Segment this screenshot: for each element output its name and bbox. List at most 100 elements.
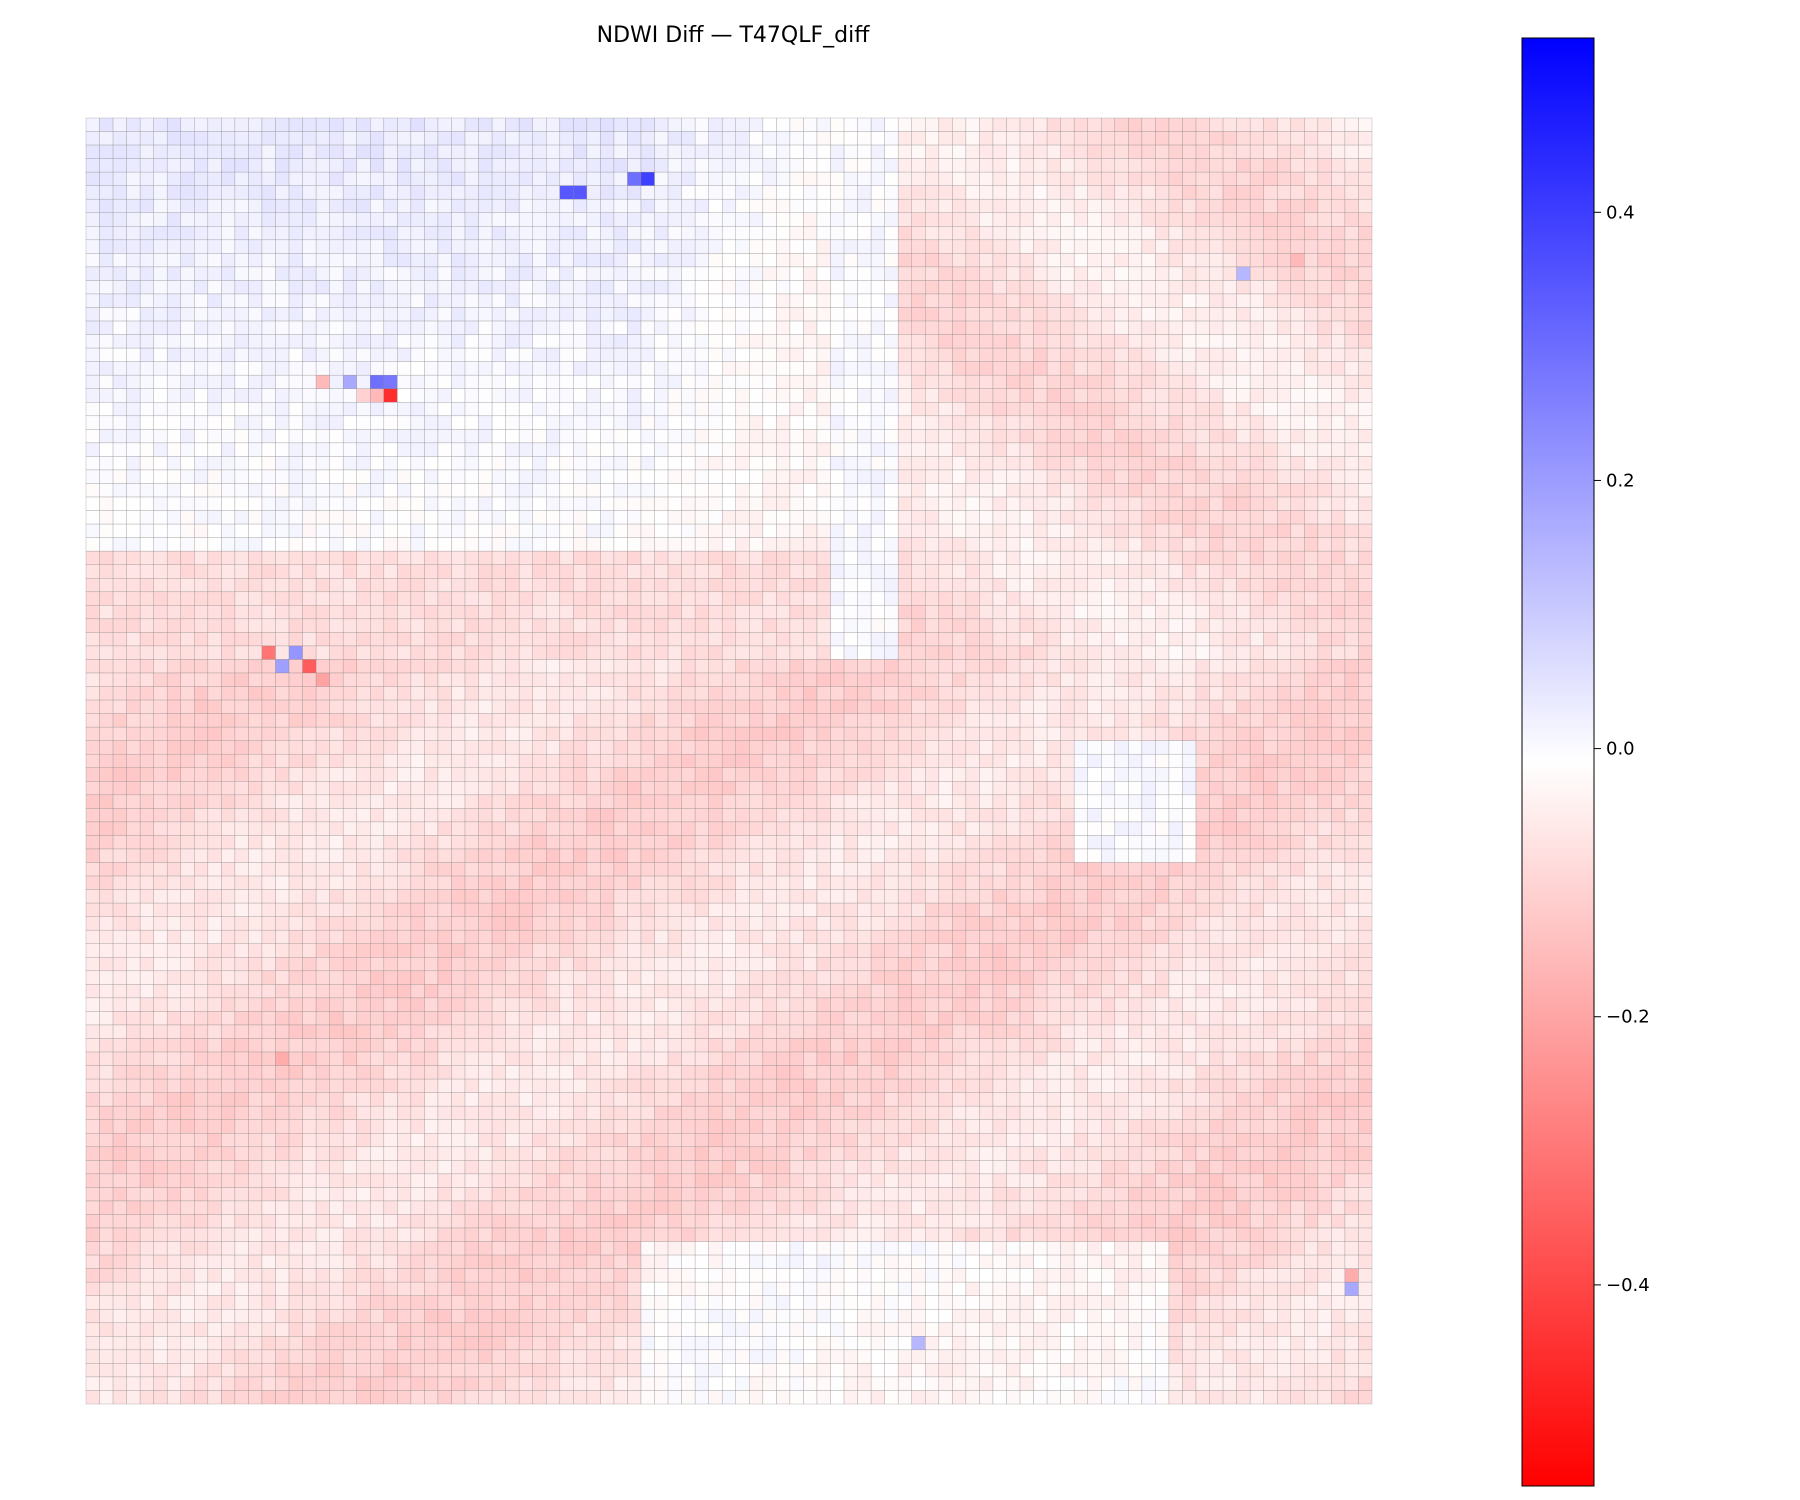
- heatmap-cell: [911, 632, 926, 647]
- heatmap-cell: [1249, 550, 1264, 565]
- heatmap-cell: [329, 523, 344, 538]
- heatmap-cell: [370, 753, 385, 769]
- heatmap-cell: [1249, 808, 1264, 823]
- heatmap-cell: [1263, 374, 1278, 389]
- heatmap-cell: [275, 280, 290, 295]
- heatmap-cell: [342, 212, 357, 227]
- heatmap-cell: [112, 537, 127, 552]
- heatmap-cell: [613, 266, 628, 281]
- heatmap-cell: [1155, 510, 1170, 525]
- heatmap-cell: [275, 442, 290, 457]
- heatmap-cell: [1290, 158, 1305, 173]
- heatmap-cell: [830, 753, 845, 769]
- heatmap-cell: [85, 280, 100, 295]
- heatmap-cell: [1317, 632, 1332, 647]
- heatmap-cell: [708, 361, 723, 376]
- heatmap-cell: [1358, 415, 1373, 430]
- heatmap-cell: [194, 361, 209, 376]
- heatmap-cell: [600, 645, 615, 660]
- heatmap-cell: [329, 347, 344, 362]
- heatmap-cell: [573, 307, 588, 322]
- heatmap-cell: [315, 185, 330, 200]
- heatmap-cell: [911, 713, 926, 728]
- heatmap-cell: [965, 212, 980, 227]
- heatmap-cell: [735, 605, 750, 620]
- heatmap-cell: [505, 686, 520, 701]
- heatmap-cell: [180, 740, 195, 755]
- heatmap-cell: [1249, 686, 1264, 701]
- heatmap-cell: [356, 496, 371, 511]
- heatmap-cell: [1331, 456, 1346, 471]
- heatmap-cell: [735, 523, 750, 538]
- heatmap-cell: [1087, 537, 1102, 552]
- heatmap-cell: [1236, 347, 1251, 362]
- heatmap-cell: [735, 402, 750, 417]
- heatmap-cell: [654, 591, 669, 606]
- heatmap-cell: [1155, 131, 1170, 146]
- heatmap-cell: [342, 523, 357, 538]
- heatmap-cell: [776, 821, 791, 836]
- heatmap-cell: [410, 794, 425, 809]
- heatmap-cell: [1046, 320, 1061, 335]
- heatmap-cell: [99, 821, 114, 836]
- heatmap-cell: [1249, 591, 1264, 606]
- heatmap-cell: [112, 686, 127, 701]
- heatmap-cell: [640, 537, 655, 552]
- heatmap-cell: [437, 293, 452, 308]
- heatmap-cell: [816, 808, 831, 823]
- heatmap-cell: [1128, 185, 1143, 200]
- heatmap-cell: [478, 699, 493, 714]
- heatmap-cell: [139, 171, 154, 186]
- heatmap-cell: [1317, 591, 1332, 606]
- heatmap-cell: [546, 117, 561, 132]
- heatmap-cell: [1155, 266, 1170, 281]
- heatmap-cell: [329, 185, 344, 200]
- heatmap-cell: [153, 767, 168, 782]
- heatmap-cell: [207, 402, 222, 417]
- heatmap-cell: [1331, 253, 1346, 268]
- heatmap-cell: [261, 429, 276, 444]
- heatmap-cell: [1182, 347, 1197, 362]
- heatmap-cell: [546, 686, 561, 701]
- heatmap-cell: [275, 523, 290, 538]
- heatmap-cell: [897, 808, 913, 823]
- heatmap-cell: [1344, 388, 1359, 403]
- heatmap-cell: [1006, 510, 1021, 525]
- heatmap-cell: [803, 618, 818, 633]
- heatmap-cell: [302, 632, 317, 647]
- heatmap-cell: [234, 280, 249, 295]
- heatmap-cell: [613, 456, 628, 471]
- heatmap-cell: [640, 131, 655, 146]
- heatmap-cell: [979, 537, 994, 552]
- heatmap-cell: [275, 645, 290, 660]
- heatmap-cell: [992, 483, 1007, 498]
- heatmap-cell: [1304, 564, 1319, 579]
- heatmap-cell: [1019, 753, 1034, 769]
- heatmap-cell: [126, 280, 141, 295]
- heatmap-cell: [1128, 781, 1143, 796]
- heatmap-cell: [870, 510, 885, 525]
- heatmap-cell: [586, 131, 601, 146]
- heatmap-cell: [640, 198, 655, 214]
- heatmap-cell: [1101, 605, 1116, 620]
- heatmap-cell: [857, 537, 872, 552]
- heatmap-cell: [234, 388, 249, 403]
- heatmap-cell: [573, 523, 588, 538]
- heatmap-cell: [911, 550, 926, 565]
- heatmap-cell: [803, 510, 818, 525]
- heatmap-cell: [613, 198, 628, 214]
- heatmap-cell: [816, 402, 831, 417]
- heatmap-cell: [654, 212, 669, 227]
- heatmap-cell: [667, 388, 682, 403]
- heatmap-cell: [1276, 320, 1292, 335]
- heatmap-cell: [288, 672, 303, 687]
- heatmap-cell: [505, 442, 520, 457]
- heatmap-cell: [1114, 483, 1129, 498]
- heatmap-cell: [965, 483, 980, 498]
- heatmap-cell: [925, 537, 940, 552]
- heatmap-cell: [1019, 334, 1034, 349]
- heatmap-cell: [505, 726, 520, 741]
- heatmap-cell: [938, 226, 953, 241]
- heatmap-cell: [586, 578, 601, 593]
- heatmap-cell: [397, 686, 412, 701]
